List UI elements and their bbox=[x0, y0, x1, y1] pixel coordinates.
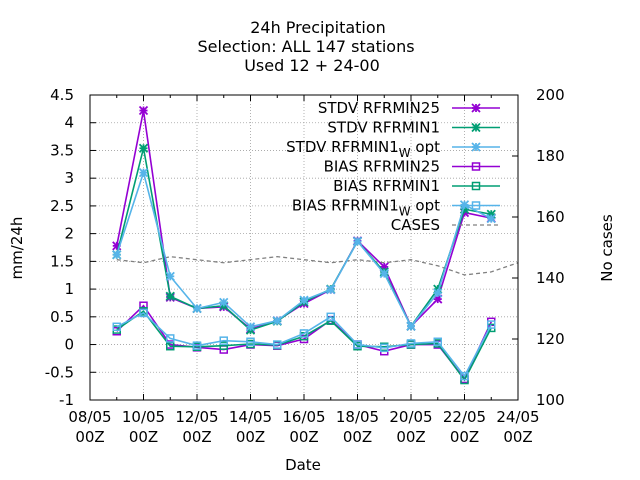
y2-tick-label: 200 bbox=[536, 86, 565, 104]
series-5-line bbox=[116, 311, 492, 378]
x-tick-label: 08/05 bbox=[68, 408, 111, 426]
y-tick-label: 3 bbox=[64, 169, 74, 187]
x-tick-label-time: 00Z bbox=[75, 428, 104, 446]
y-tick-label: 3.5 bbox=[50, 141, 74, 159]
title-line-1: 24h Precipitation bbox=[250, 18, 386, 37]
series-5-point bbox=[299, 329, 309, 338]
x-tick-label-time: 00Z bbox=[289, 428, 318, 446]
series-2-point bbox=[272, 316, 282, 326]
y-tick-label: 4 bbox=[64, 114, 74, 132]
legend-marker bbox=[471, 103, 481, 113]
legend-label: CASES bbox=[391, 216, 440, 234]
plot-frame bbox=[89, 94, 519, 401]
legend-label: STDV RFRMIN25 bbox=[318, 99, 440, 117]
series-5-point bbox=[273, 340, 282, 349]
series-5-point bbox=[166, 334, 175, 343]
series-5-point bbox=[192, 341, 202, 350]
legend-label: STDV RFRMIN1W opt bbox=[286, 138, 440, 160]
legend-marker bbox=[471, 181, 481, 191]
x-tick-label: 10/05 bbox=[122, 408, 165, 426]
series-2-point bbox=[165, 271, 175, 281]
series-5-point bbox=[246, 337, 255, 347]
series-5-point bbox=[219, 336, 228, 345]
series-2-point bbox=[352, 236, 363, 247]
series-2-point bbox=[433, 288, 443, 298]
series-4-point bbox=[219, 341, 228, 350]
series-5-point bbox=[406, 339, 416, 348]
series-2-point bbox=[406, 321, 416, 331]
y2-tick-label: 140 bbox=[536, 269, 565, 287]
series-4-point bbox=[166, 341, 175, 351]
y2-axis-label: No cases bbox=[598, 214, 616, 282]
x-tick-label-time: 00Z bbox=[396, 428, 425, 446]
series-2-point bbox=[486, 214, 496, 224]
series-cases-line bbox=[116, 255, 519, 276]
x-tick-label-time: 00Z bbox=[343, 428, 372, 446]
axis-ticks: -1 -0.5 0 0.5 1 1.5 2 2.5 3 3.5 4 4.5 100 120 140 160 18… bbox=[45, 86, 565, 446]
series-5-point bbox=[326, 312, 335, 322]
x-axis-label: Date bbox=[285, 456, 321, 474]
y2-tick-label: 100 bbox=[536, 391, 565, 409]
x-tick-label-time: 00Z bbox=[236, 428, 265, 446]
y-axis-label: mm/24h bbox=[8, 217, 26, 280]
series-5-point bbox=[380, 343, 389, 353]
y-tick-label: 0 bbox=[64, 336, 74, 354]
y2-tick-label: 160 bbox=[536, 208, 565, 226]
x-tick-label: 18/05 bbox=[336, 408, 379, 426]
legend-label: BIAS RFRMIN1W opt bbox=[292, 197, 440, 219]
x-tick-label: 20/05 bbox=[389, 408, 432, 426]
x-tick-label-time: 00Z bbox=[129, 428, 158, 446]
y-tick-label: 2.5 bbox=[50, 197, 74, 215]
series-2-point bbox=[219, 297, 229, 308]
legend-marker bbox=[471, 122, 481, 133]
series-1-point bbox=[138, 143, 149, 153]
legend-marker bbox=[471, 162, 481, 171]
grid bbox=[90, 95, 518, 400]
series-5-point bbox=[487, 320, 496, 329]
legend-label: BIAS RFRMIN25 bbox=[324, 158, 440, 176]
title-line-2: Selection: ALL 147 stations bbox=[197, 37, 414, 56]
series-2-point bbox=[192, 303, 202, 314]
y-tick-label: 1 bbox=[64, 280, 74, 298]
series-1-point bbox=[165, 291, 175, 301]
x-tick-label: 14/05 bbox=[229, 408, 272, 426]
series-5-point bbox=[460, 371, 469, 381]
y-tick-label: 1.5 bbox=[50, 252, 74, 270]
x-tick-label: 16/05 bbox=[282, 408, 325, 426]
y2-tick-label: 120 bbox=[536, 330, 565, 348]
y-tick-label: -1 bbox=[59, 391, 74, 409]
series-0-point bbox=[138, 105, 149, 116]
series-5-point bbox=[139, 308, 148, 318]
series-5-point bbox=[353, 340, 362, 349]
series-5-point bbox=[433, 337, 442, 347]
chart-title: 24h Precipitation Selection: ALL 147 sta… bbox=[197, 18, 414, 75]
x-tick-label-time: 00Z bbox=[503, 428, 532, 446]
legend-marker bbox=[471, 142, 481, 152]
title-line-3: Used 12 + 24-00 bbox=[244, 56, 380, 75]
series-5-point bbox=[112, 322, 121, 332]
y-tick-label: -0.5 bbox=[45, 363, 74, 381]
series-2-point bbox=[326, 285, 336, 295]
plot-area bbox=[112, 105, 519, 385]
series-2-point bbox=[379, 268, 389, 279]
x-tick-label: 24/05 bbox=[496, 408, 539, 426]
y-tick-label: 2 bbox=[64, 225, 74, 243]
legend-label: STDV RFRMIN1 bbox=[327, 119, 440, 137]
legend-label: BIAS RFRMIN1 bbox=[333, 177, 440, 195]
y-tick-label: 4.5 bbox=[50, 86, 74, 104]
x-tick-label: 12/05 bbox=[175, 408, 218, 426]
x-tick-label-time: 00Z bbox=[450, 428, 479, 446]
x-tick-label-time: 00Z bbox=[182, 428, 211, 446]
y-tick-label: 0.5 bbox=[50, 308, 74, 326]
series-2-point bbox=[299, 295, 309, 305]
series-2-point bbox=[138, 167, 149, 178]
legend-marker bbox=[471, 201, 481, 210]
series-2-point bbox=[112, 250, 122, 260]
series-2-point bbox=[245, 322, 256, 332]
y2-tick-label: 180 bbox=[536, 147, 565, 165]
x-tick-label: 22/05 bbox=[443, 408, 486, 426]
